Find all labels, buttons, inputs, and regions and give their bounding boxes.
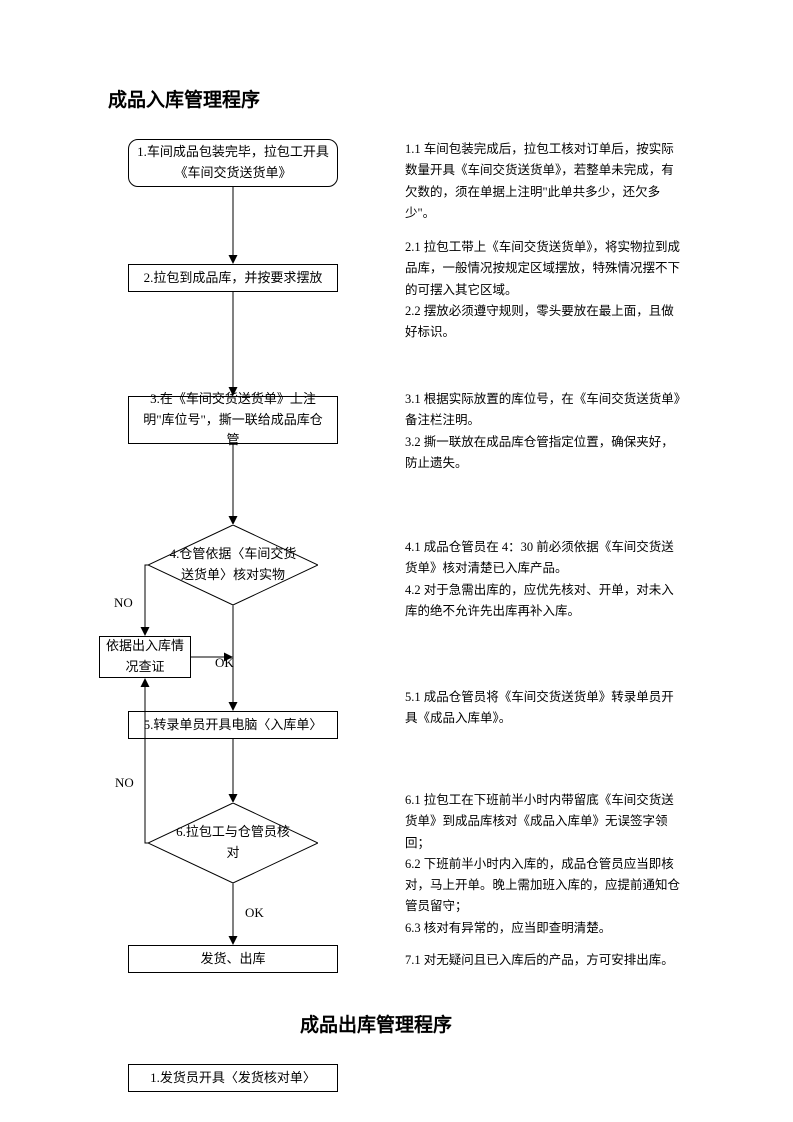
node-2: 2.拉包到成品库，并按要求摆放 — [128, 264, 338, 292]
node-side-text: 依据出入库情况查证 — [104, 636, 186, 678]
title-inbound: 成品入库管理程序 — [108, 85, 260, 112]
node-7: 发货、出库 — [128, 945, 338, 973]
desc-7: 7.1 对无疑问且已入库后的产品，方可安排出库。 — [405, 950, 685, 971]
desc-6: 6.1 拉包工在下班前半小时内带留底《车间交货送货单》到成品库核对《成品入库单》… — [405, 790, 685, 939]
node-5-text: 5.转录单员开具电脑〈入库单〉 — [144, 715, 323, 736]
desc-5: 5.1 成品仓管员将《车间交货送货单》转录单员开具《成品入库单》。 — [405, 687, 685, 730]
title-outbound: 成品出库管理程序 — [300, 1010, 452, 1037]
label-ok-1: OK — [215, 655, 234, 671]
desc-3: 3.1 根据实际放置的库位号，在《车间交货送货单》备注栏注明。 3.2 撕一联放… — [405, 389, 685, 474]
node-side: 依据出入库情况查证 — [99, 636, 191, 678]
node-3-text: 3.在《车间交货送货单》上注明"库位号"，撕一联给成品库仓管 — [137, 389, 329, 451]
node-5: 5.转录单员开具电脑〈入库单〉 — [128, 711, 338, 739]
desc-4: 4.1 成品仓管员在 4：30 前必须依据《车间交货送货单》核对清楚已入库产品。… — [405, 537, 685, 622]
node-out-1: 1.发货员开具〈发货核对单〉 — [128, 1064, 338, 1092]
label-no-2: NO — [115, 775, 134, 791]
node-6: 6.拉包工与仓管员核对 — [148, 803, 318, 883]
node-6-text: 6.拉包工与仓管员核对 — [173, 822, 293, 864]
node-1: 1.车间成品包装完毕，拉包工开具《车间交货送货单》 — [128, 139, 338, 187]
node-4-text: 4.仓管依据〈车间交货送货单〉核对实物 — [168, 544, 298, 586]
node-3: 3.在《车间交货送货单》上注明"库位号"，撕一联给成品库仓管 — [128, 396, 338, 444]
desc-1: 1.1 车间包装完成后，拉包工核对订单后，按实际数量开具《车间交货送货单》，若整… — [405, 139, 685, 224]
node-2-text: 2.拉包到成品库，并按要求摆放 — [144, 268, 323, 289]
node-1-text: 1.车间成品包装完毕，拉包工开具《车间交货送货单》 — [137, 142, 329, 184]
node-out-1-text: 1.发货员开具〈发货核对单〉 — [150, 1068, 316, 1089]
label-ok-2: OK — [245, 905, 264, 921]
node-4: 4.仓管依据〈车间交货送货单〉核对实物 — [148, 525, 318, 605]
label-no-1: NO — [114, 595, 133, 611]
node-7-text: 发货、出库 — [200, 949, 265, 970]
desc-2: 2.1 拉包工带上《车间交货送货单》，将实物拉到成品库，一般情况按规定区域摆放，… — [405, 237, 685, 343]
